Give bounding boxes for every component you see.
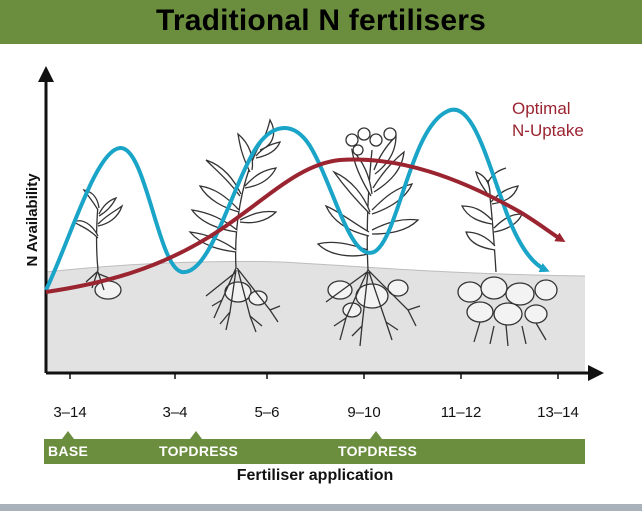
x-tick-label-line1: 13–14 — [537, 404, 579, 421]
n-availability-curve — [44, 107, 550, 291]
x-axis-ticks — [69, 373, 559, 379]
title-banner — [0, 0, 642, 44]
soil-surface-line — [45, 260, 586, 277]
x-tick-label-line1: 3–14 — [53, 404, 87, 421]
mature-potato-plant-icon — [457, 167, 558, 347]
application-label-base: BASE — [48, 443, 89, 459]
x-tick-label: 11–12 — [426, 384, 496, 460]
x-tick-label-line1: 11–12 — [440, 404, 482, 421]
optimal-uptake-label: Optimal N-Uptake — [512, 98, 584, 142]
x-tick-label: 13–14 — [523, 384, 593, 460]
application-marker — [370, 431, 382, 439]
x-tick-label: 9–10 — [329, 384, 399, 460]
application-marker — [62, 431, 74, 439]
seedling-icon — [72, 189, 124, 300]
application-timeline-bar — [44, 439, 585, 464]
x-axis-title: Fertiliser application — [236, 467, 394, 484]
optimal-uptake-label-line1: Optimal — [512, 99, 571, 118]
optimal-uptake-label-line2: N-Uptake — [512, 121, 584, 140]
y-axis-label: N Availability — [24, 173, 41, 267]
application-marker — [190, 431, 202, 439]
application-label-topdress: TOPDRESS — [338, 443, 418, 459]
bottom-border — [0, 504, 642, 511]
x-tick-label-line1: 3–4 — [162, 404, 188, 421]
x-tick-label: 5–6 — [232, 384, 302, 460]
optimal-uptake-curve — [45, 157, 566, 294]
x-axis-arrowhead — [588, 365, 604, 381]
soil-area — [46, 261, 585, 373]
x-tick-label-line1: 9–10 — [347, 404, 381, 421]
y-axis-arrowhead — [38, 66, 54, 82]
diagram-title: Traditional N fertilisers — [155, 4, 487, 37]
application-label-topdress: TOPDRESS — [159, 443, 239, 459]
x-tick-label-line1: 5–6 — [254, 404, 280, 421]
